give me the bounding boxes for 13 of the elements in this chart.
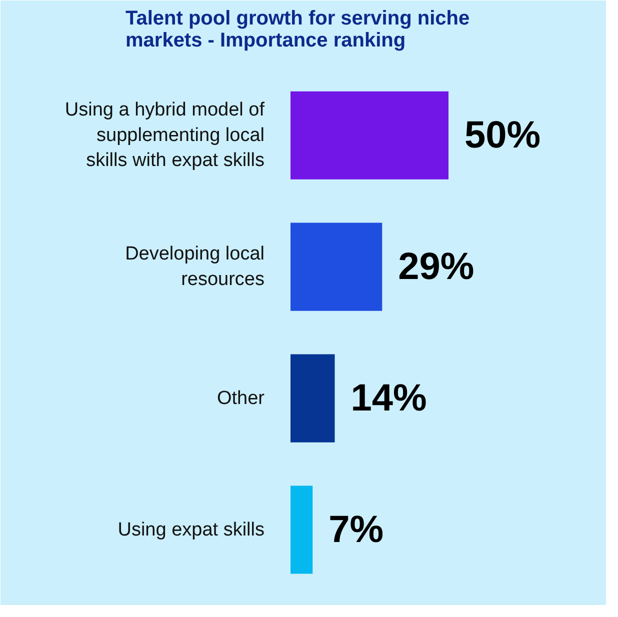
bar (290, 222, 382, 311)
bar (290, 486, 313, 574)
data-label: 14% (350, 377, 427, 420)
data-label: 29% (398, 246, 474, 288)
data-label: 50% (464, 114, 541, 156)
data-label: 7% (328, 508, 384, 551)
y-tick-label: Using expat skills (118, 519, 265, 540)
bar (290, 354, 335, 442)
bar (290, 91, 448, 180)
y-tick-label: Other (216, 388, 266, 409)
chart-title: Talent pool growth for serving niche markets - Importance ranking (126, 8, 470, 52)
y-tick-label: Using a hybrid model of supplementing local skills with expat skills (64, 100, 266, 172)
y-tick-label: Developing local resources (125, 244, 264, 290)
